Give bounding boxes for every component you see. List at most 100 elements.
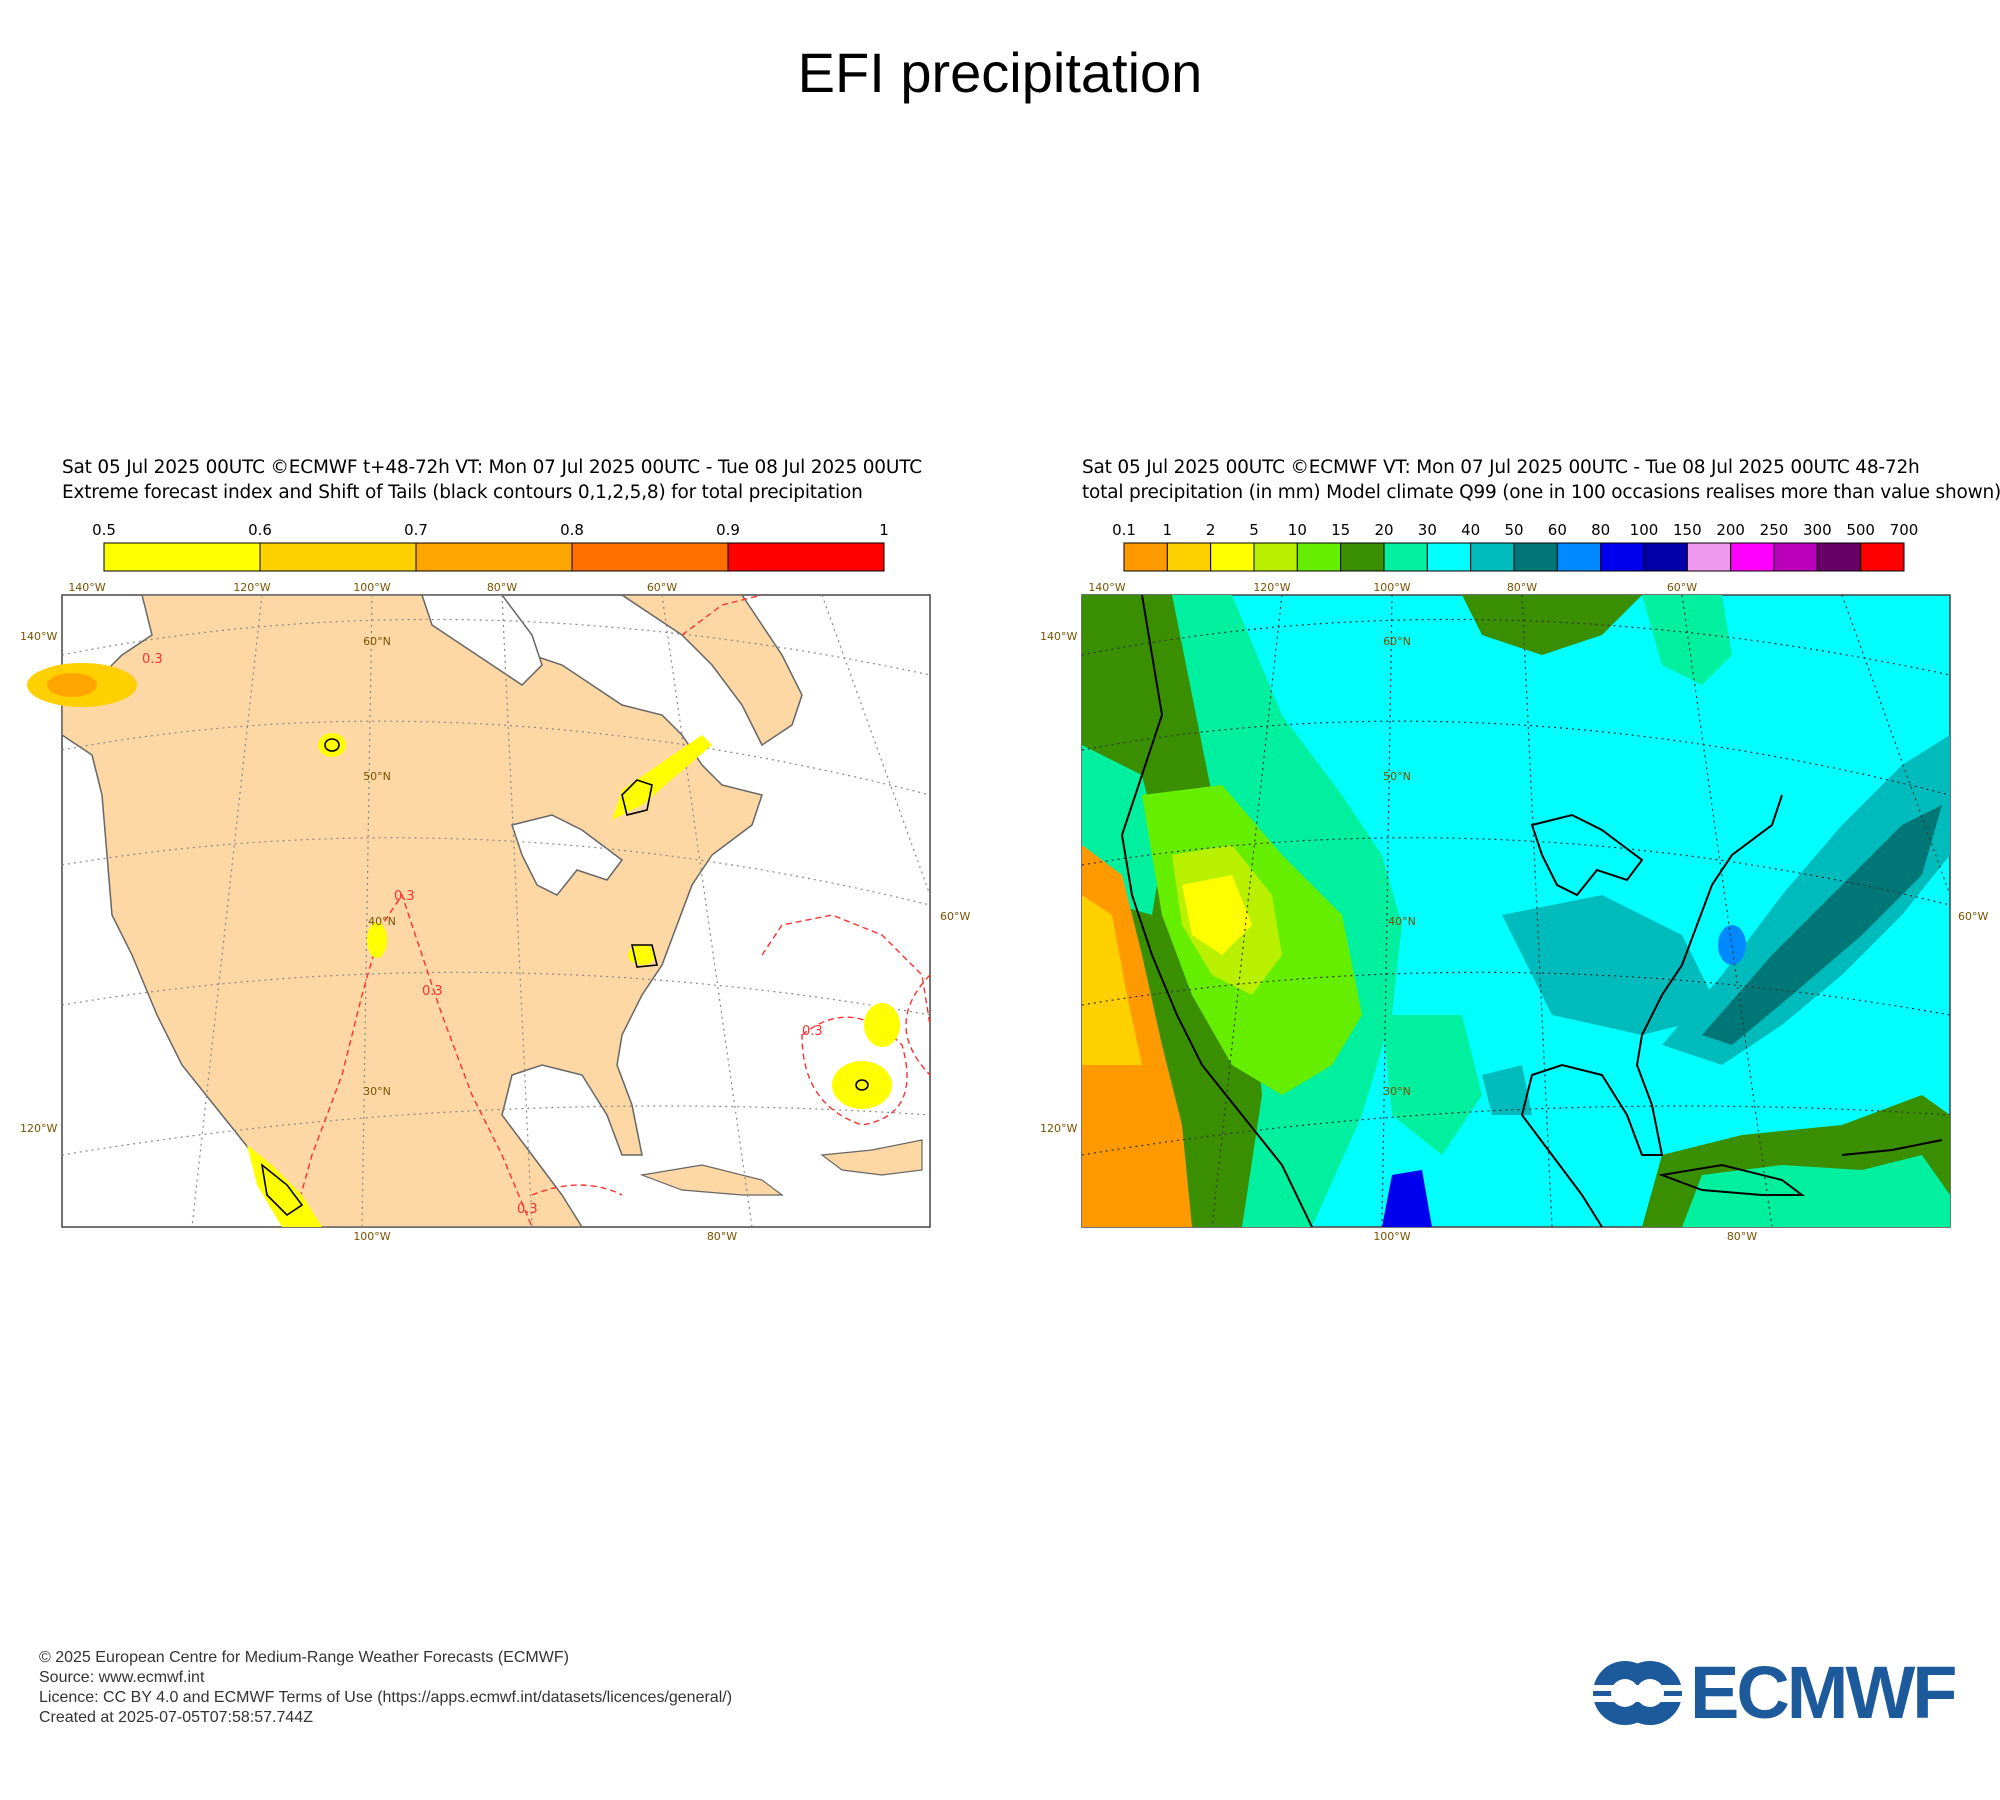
climate-panel: Sat 05 Jul 2025 00UTC ©ECMWF VT: Mon 07 … — [1081, 455, 2000, 1255]
climate-colorbar-cell — [1340, 542, 1385, 572]
efi-contour-label: 0.3 — [142, 652, 163, 667]
climate-lon-label: 100°W — [1373, 1230, 1410, 1243]
footer-source: Source: www.ecmwf.int — [39, 1669, 205, 1686]
climate-colorbar-cell — [1773, 542, 1818, 572]
climate-colorbar-cell — [1513, 542, 1558, 572]
efi-map: 140°W 120°W 100°W 80°W 60°W 100°W 80°W 60°N 50… — [27, 581, 931, 1243]
climate-colorbar-label: 50 — [1504, 521, 1523, 539]
climate-colorbar-cell — [1643, 542, 1688, 572]
climate-colorbar-cell — [1816, 542, 1862, 572]
efi-map-svg: 140°W 120°W 100°W 80°W 60°W 100°W 80°W 60°N 50… — [27, 581, 931, 1243]
efi-colorbar-svg: 0.5 0.6 0.7 0.8 0.9 1 — [92, 521, 889, 572]
climate-colorbar-label: 150 — [1673, 521, 1702, 539]
efi-contour-labels: 0.3 0.3 0.3 0.3 0.3 — [142, 652, 823, 1217]
climate-lon-label: 120°W — [1253, 581, 1290, 594]
efi-lon-label: 80°W — [707, 1230, 737, 1243]
efi-sot-contours — [260, 738, 869, 1217]
efi-lat-label: 40°N — [368, 915, 396, 928]
efi-outer-lat-label: 140°W — [20, 630, 58, 643]
climate-colorbar-cell — [1470, 542, 1515, 572]
efi-colorbar-label: 0.5 — [92, 521, 116, 539]
climate-colorbar-svg: 0.1 1 2 5 10 15 20 30 40 50 60 80 100 150 200 250 300 500… — [1112, 521, 1919, 572]
climate-outer-lat-label: 140°W — [1040, 630, 1078, 643]
climate-colorbar-label: 80 — [1591, 521, 1610, 539]
climate-colorbar-cell — [1426, 542, 1472, 572]
efi-header-line1: Sat 05 Jul 2025 00UTC ©ECMWF t+48-72h VT… — [62, 457, 922, 478]
climate-colorbar-label: 700 — [1890, 521, 1919, 539]
climate-colorbar-cell — [1383, 542, 1428, 572]
climate-lon-top-labels: 140°W 120°W 100°W 80°W 60°W — [1088, 581, 1697, 594]
efi-outer-lat-label: 120°W — [20, 1122, 58, 1135]
climate-lat-label: 40°N — [1388, 915, 1416, 928]
climate-panel-header: Sat 05 Jul 2025 00UTC ©ECMWF VT: Mon 07 … — [1082, 455, 2000, 505]
climate-map: 140°W 120°W 100°W 80°W 60°W 100°W 80°W 60°N 50… — [1081, 581, 1951, 1243]
climate-outer-lat-label: 120°W — [1040, 1122, 1078, 1135]
climate-colorbar-label: 500 — [1846, 521, 1875, 539]
climate-colorbar-cell — [1253, 542, 1298, 572]
footer-copyright: © 2025 European Centre for Medium-Range … — [39, 1649, 569, 1666]
efi-panel: Sat 05 Jul 2025 00UTC ©ECMWF t+48-72h VT… — [27, 455, 942, 1255]
climate-colorbar-cell — [1123, 542, 1168, 572]
efi-land-north-america — [61, 594, 803, 1228]
efi-colorbar-cell — [103, 542, 261, 572]
efi-lat-label: 60°N — [363, 635, 391, 648]
efi-colorbar-label: 0.8 — [560, 521, 584, 539]
footer-created: Created at 2025-07-05T07:58:57.744Z — [39, 1709, 313, 1726]
efi-colorbar: 0.5 0.6 0.7 0.8 0.9 1 — [62, 513, 942, 573]
efi-colorbar-cell — [415, 542, 573, 572]
climate-lon-bottom-labels: 100°W 80°W — [1373, 1230, 1757, 1243]
efi-colorbar-label: 1 — [879, 521, 889, 539]
efi-panel-header: Sat 05 Jul 2025 00UTC ©ECMWF t+48-72h VT… — [62, 455, 922, 505]
efi-red-contours — [291, 594, 931, 1228]
climate-colorbar-label: 250 — [1760, 521, 1789, 539]
climate-colorbar-label: 15 — [1331, 521, 1350, 539]
efi-contour-label: 0.3 — [802, 1024, 823, 1039]
climate-colorbar-label: 100 — [1630, 521, 1659, 539]
climate-colorbar-label: 40 — [1461, 521, 1480, 539]
climate-lat-label: 60°N — [1383, 635, 1411, 648]
climate-outer-lat-label: 60°W — [1958, 910, 1989, 923]
climate-header-line2: total precipitation (in mm) Model climat… — [1082, 482, 2000, 503]
climate-lat-label: 30°N — [1383, 1085, 1411, 1098]
climate-colorbar-cell — [1166, 542, 1212, 572]
climate-colorbar-label: 1 — [1163, 521, 1173, 539]
efi-graticule — [61, 594, 931, 1228]
climate-colorbar-cell — [1296, 542, 1342, 572]
ecmwf-logo: ECMWF — [1590, 1653, 1970, 1733]
efi-lat-label: 30°N — [363, 1085, 391, 1098]
ecmwf-logo-icon — [1590, 1661, 1685, 1725]
climate-header-line1: Sat 05 Jul 2025 00UTC ©ECMWF VT: Mon 07 … — [1082, 457, 1920, 478]
efi-cuba — [639, 1164, 784, 1196]
efi-great-lakes — [511, 814, 624, 896]
climate-coastlines — [1120, 594, 1943, 1228]
efi-header-line2: Extreme forecast index and Shift of Tail… — [62, 482, 863, 503]
climate-lon-label: 80°W — [1507, 581, 1537, 594]
climate-colorbar-cell — [1600, 542, 1645, 572]
climate-colorbar-cell — [1730, 542, 1775, 572]
climate-map-svg: 140°W 120°W 100°W 80°W 60°W 100°W 80°W 60°N 50… — [1081, 581, 1951, 1243]
efi-hudson-bay — [420, 594, 543, 686]
climate-shading — [1082, 595, 1950, 1227]
climate-colorbar-label: 20 — [1374, 521, 1393, 539]
climate-lon-label: 100°W — [1373, 581, 1410, 594]
climate-colorbar-label: 60 — [1548, 521, 1567, 539]
efi-lon-label: 100°W — [353, 581, 390, 594]
climate-colorbar-label: 5 — [1249, 521, 1259, 539]
efi-lon-label: 120°W — [233, 581, 270, 594]
climate-colorbar-label: 200 — [1716, 521, 1745, 539]
efi-lon-label: 100°W — [353, 1230, 390, 1243]
efi-shading — [27, 663, 900, 1227]
efi-contour-label: 0.3 — [394, 889, 415, 904]
climate-colorbar-label: 300 — [1803, 521, 1832, 539]
climate-colorbar-label: 30 — [1418, 521, 1437, 539]
climate-colorbar-label: 0.1 — [1112, 521, 1136, 539]
climate-lat-label: 50°N — [1383, 770, 1411, 783]
efi-colorbar-label: 0.7 — [404, 521, 428, 539]
footer: © 2025 European Centre for Medium-Range … — [39, 1648, 732, 1728]
climate-colorbar-cell — [1556, 542, 1602, 572]
climate-colorbar: 0.1 1 2 5 10 15 20 30 40 50 60 80 100 150 200 250 300 500… — [1082, 513, 1962, 573]
efi-hispaniola — [820, 1139, 923, 1176]
climate-colorbar-label: 10 — [1288, 521, 1307, 539]
footer-licence: Licence: CC BY 4.0 and ECMWF Terms of Us… — [39, 1689, 733, 1706]
climate-lon-label: 80°W — [1727, 1230, 1757, 1243]
